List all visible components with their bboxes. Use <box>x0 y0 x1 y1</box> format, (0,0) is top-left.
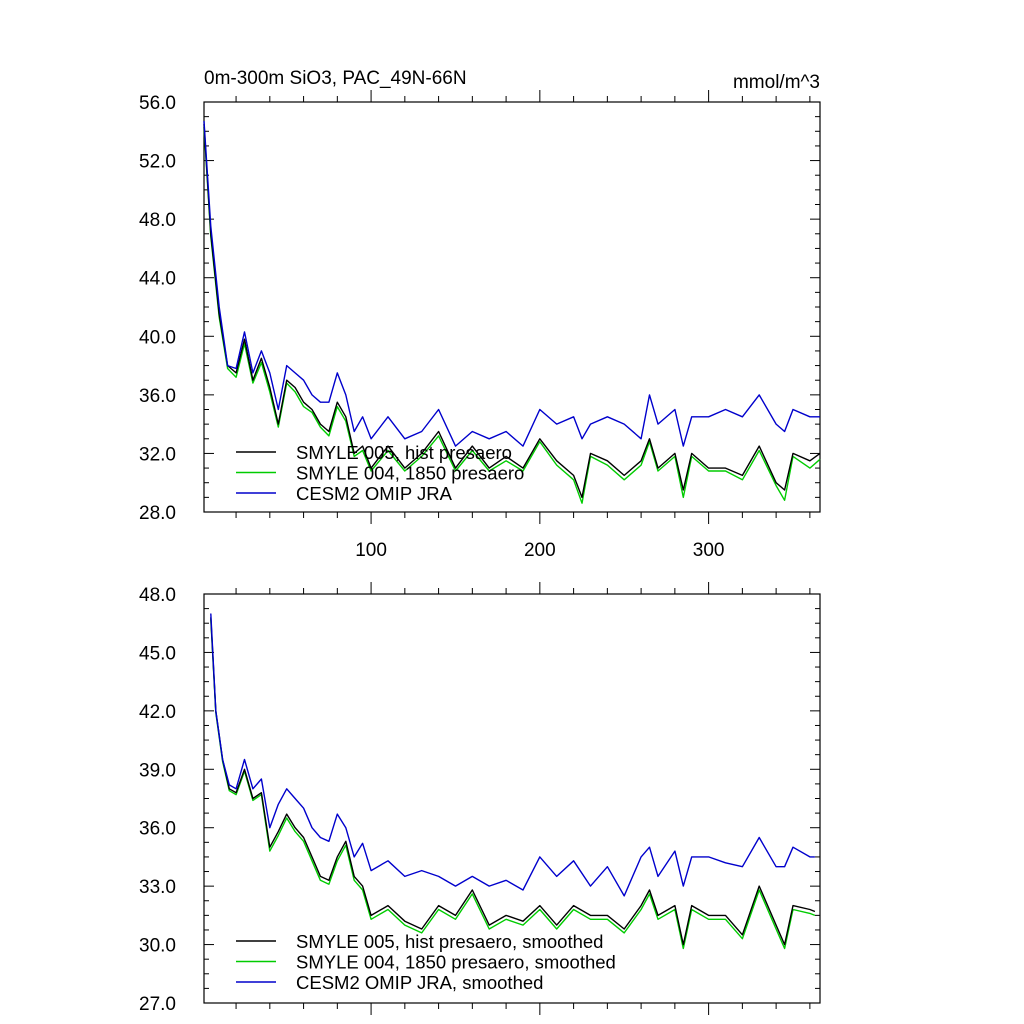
legend-label: SMYLE 005, hist presaero, smoothed <box>296 931 603 952</box>
y-tick-label: 45.0 <box>139 643 176 664</box>
y-tick-label: 36.0 <box>139 819 176 840</box>
series-line-2 <box>203 126 821 504</box>
top-panel: 28.0 32.0 36.0 40.0 44.0 48.0 52.0 56.0 100 200 30… <box>139 90 821 561</box>
legend-label: CESM2 OMIP JRA <box>296 483 453 504</box>
x-tick-label: 200 <box>524 540 556 561</box>
y-tick-label: 42.0 <box>139 702 176 723</box>
x-tick-label: 300 <box>693 540 725 561</box>
x-tick-label: 100 <box>355 540 387 561</box>
y-tick-label: 30.0 <box>139 936 176 957</box>
y-tick-label: 27.0 <box>139 994 176 1015</box>
y-tick-label: 52.0 <box>139 152 176 173</box>
y-tick-label: 36.0 <box>139 386 176 407</box>
bottom-panel: 27.0 30.0 33.0 36.0 39.0 42.0 45.0 48.0 SMYLE 00… <box>139 582 821 1015</box>
legend-label: CESM2 OMIP JRA, smoothed <box>296 972 543 993</box>
series-line-2 <box>210 619 816 950</box>
y-tick-label: 40.0 <box>139 327 176 348</box>
y-tick-label: 39.0 <box>139 760 176 781</box>
y-tick-label: 32.0 <box>139 444 176 465</box>
y-tick-label: 56.0 <box>139 93 176 114</box>
y-tick-label: 48.0 <box>139 210 176 231</box>
legend-label: SMYLE 004, 1850 presaero <box>296 463 524 484</box>
series-line-1 <box>203 123 821 499</box>
y-tick-label: 33.0 <box>139 877 176 898</box>
y-tick-label: 28.0 <box>139 503 176 524</box>
chart-title: 0m-300m SiO3, PAC_49N-66N <box>204 68 467 89</box>
units-label: mmol/m^3 <box>733 72 820 93</box>
y-tick-label: 44.0 <box>139 269 176 290</box>
series-line-1 <box>210 617 816 946</box>
legend-label: SMYLE 005, hist presaero <box>296 442 512 463</box>
y-tick-label: 48.0 <box>139 585 176 606</box>
legend-label: SMYLE 004, 1850 presaero, smoothed <box>296 952 616 973</box>
series-line-3 <box>203 120 820 447</box>
series-line-3 <box>210 613 815 897</box>
